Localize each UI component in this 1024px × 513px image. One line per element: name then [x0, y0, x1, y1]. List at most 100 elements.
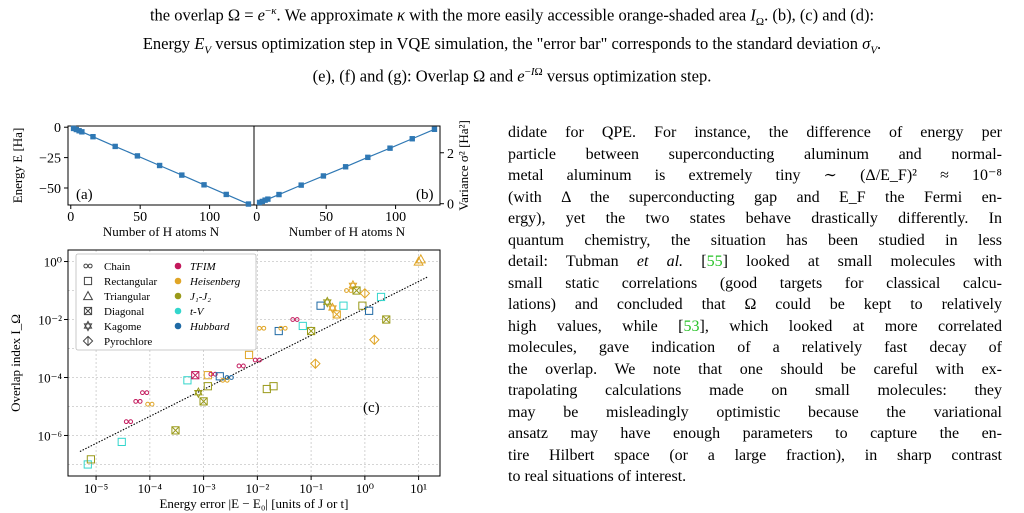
data-point: [276, 191, 282, 198]
chain-marker: [208, 371, 214, 377]
diagonal-marker: [382, 315, 391, 324]
data-point: [156, 162, 163, 169]
triangle-marker: [413, 256, 424, 266]
square-marker: [117, 437, 126, 447]
data-point: [262, 384, 271, 394]
legend-marker: [83, 263, 93, 269]
y-tick-label: 10⁰: [44, 255, 62, 270]
square-marker: [244, 350, 254, 360]
data-point: [365, 306, 374, 315]
chain-marker: [282, 325, 288, 331]
data-point: [171, 426, 180, 435]
data-point: [208, 371, 218, 377]
body-line: (with Δ the superconducting gap and E_F …: [508, 188, 1002, 206]
data-point: [262, 197, 268, 203]
legend-label: Rectangular: [104, 276, 157, 288]
legend-label: Hubbard: [189, 321, 230, 333]
pyrochlore-marker: [369, 334, 380, 346]
chain-marker: [261, 325, 267, 331]
square-marker: [203, 382, 212, 391]
citation-link[interactable]: 55: [706, 253, 723, 270]
legend-label: Triangular: [104, 291, 150, 303]
data-point: [193, 386, 203, 399]
citation-link[interactable]: 53: [683, 317, 700, 335]
data-point: [203, 371, 212, 380]
legend-marker: [82, 335, 94, 347]
x-tick-label: 10⁻⁵: [84, 481, 108, 496]
x-tick-label: 50: [319, 210, 333, 225]
body-line: may be misleadingly optimistic because t…: [508, 403, 1002, 421]
chain-marker: [145, 401, 151, 407]
x-tick-label: 10⁻²: [245, 481, 269, 496]
y-tick-label: 2: [447, 147, 454, 162]
kagome-marker: [193, 389, 203, 399]
chain-marker: [240, 363, 246, 369]
data-point: [259, 198, 266, 205]
panel-c-frame: [67, 249, 441, 477]
legend-color-dot: [174, 322, 182, 330]
square-marker: [376, 292, 386, 302]
data-point: [183, 376, 192, 385]
legend-color-dot: [174, 277, 182, 285]
chain-marker: [252, 357, 258, 363]
body-line: particle between superconducting aluminu…: [508, 145, 1002, 163]
kagome-marker: [328, 305, 337, 314]
diagonal-line: [191, 371, 200, 380]
data-point: [140, 390, 150, 396]
x-tick-label: 50: [133, 210, 147, 225]
caption-line-3: (e), (f) and (g): Overlap Ω and e−IΩ ver…: [312, 66, 712, 86]
y-axis-label: Energy E [Ha]: [10, 128, 25, 204]
data-point: [298, 321, 307, 331]
kagome-marker: [83, 320, 93, 329]
data-point: [328, 302, 337, 314]
data-point: [252, 357, 262, 363]
x-tick-label: 0: [253, 210, 260, 225]
data-point: [298, 182, 304, 188]
data-point: [70, 125, 77, 132]
data-point: [290, 317, 300, 322]
data-point: [307, 326, 316, 336]
data-point: [203, 382, 212, 391]
square-marker: [365, 306, 374, 315]
body-line: small static correlations (good targets …: [508, 274, 1002, 292]
y-tick-label: −50: [39, 182, 61, 197]
body-line: trapolating calculations made on small m…: [508, 382, 1002, 399]
data-point: [112, 143, 118, 150]
data-point: [413, 256, 424, 266]
caption-line-2: Energy EV versus optimization step in VQ…: [142, 33, 882, 57]
square-marker: [203, 371, 212, 380]
data-point: [224, 375, 234, 380]
data-point: [223, 191, 229, 198]
data-point: [199, 397, 208, 406]
chain-marker: [133, 398, 139, 404]
legend-label: Heisenberg: [189, 276, 241, 288]
square-marker: [339, 301, 348, 310]
data-point: [257, 325, 267, 331]
diagonal-marker: [171, 426, 180, 435]
y-axis-label: Variance σ² [Ha²]: [456, 120, 471, 211]
square-marker: [269, 382, 278, 391]
square-marker: [215, 372, 224, 381]
chain-marker: [149, 401, 155, 407]
diagonal-line: [352, 286, 361, 295]
x-tick-label: 10⁰: [356, 481, 374, 496]
diagonal-marker: [199, 397, 208, 406]
data-point: [278, 325, 288, 331]
data-point: [90, 133, 96, 140]
panel-b-frame: [253, 125, 441, 206]
y-tick-label: 10⁻⁴: [38, 370, 63, 385]
chain-marker: [140, 390, 145, 396]
diagonal-marker: [83, 306, 93, 316]
data-point: [79, 129, 85, 135]
data-point: [76, 128, 82, 134]
data-point: [134, 153, 141, 159]
legend-box: [75, 253, 257, 351]
data-point: [382, 315, 391, 324]
body-line: lations) and concluded that Ω could be k…: [508, 296, 1002, 313]
data-point: [342, 164, 349, 170]
x-axis-label: Number of H atoms N: [289, 224, 406, 239]
kagome-marker: [322, 296, 332, 305]
x-tick-label: 10⁻¹: [299, 481, 323, 496]
x-tick-label: 100: [199, 210, 220, 225]
diagonal-line: [307, 327, 316, 336]
